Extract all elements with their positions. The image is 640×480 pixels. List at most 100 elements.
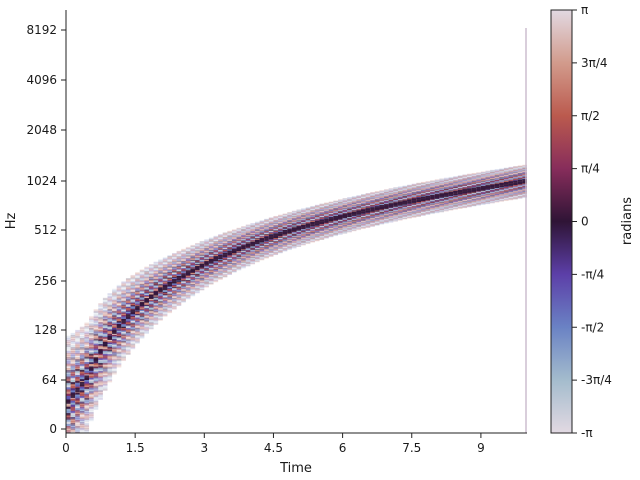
heatmap-cell [278, 245, 283, 247]
heatmap-cell [153, 269, 159, 272]
heatmap-cell [314, 210, 320, 212]
heatmap-cell [84, 424, 90, 428]
heatmap-cell [75, 335, 80, 339]
heatmap-cell [236, 236, 242, 238]
heatmap-cell [144, 279, 149, 282]
heatmap-cell [287, 217, 292, 219]
heatmap-cell [158, 312, 163, 314]
heatmap-cell [158, 318, 163, 320]
heatmap-cell [218, 241, 223, 243]
heatmap-cell [172, 259, 177, 261]
heatmap-cell [374, 197, 380, 199]
heatmap-cell [139, 280, 145, 283]
heatmap-cell [351, 223, 357, 226]
heatmap-cell [287, 224, 292, 226]
heatmap-cell [213, 279, 219, 281]
heatmap-cell [89, 327, 94, 331]
heatmap-cell [84, 365, 90, 369]
heatmap-cell [135, 314, 140, 316]
heatmap-cell [190, 254, 196, 256]
heatmap-cell [420, 209, 426, 211]
heatmap-cell [241, 236, 246, 238]
heatmap-cell [208, 242, 214, 244]
heatmap-cell [112, 312, 117, 315]
heatmap-cell [148, 282, 154, 284]
heatmap-cell [370, 197, 375, 199]
heatmap-cell [250, 226, 256, 228]
heatmap-cell [144, 286, 149, 288]
heatmap-cell [213, 280, 219, 283]
heatmap-cell [158, 275, 163, 277]
heatmap-cell [107, 323, 113, 326]
heatmap-cell [337, 199, 343, 201]
heatmap-cell [102, 361, 108, 364]
heatmap-cell [264, 228, 269, 230]
heatmap-cell [245, 255, 251, 257]
heatmap-cell [231, 260, 237, 263]
heatmap-cell [172, 254, 177, 257]
heatmap-cell [213, 273, 219, 275]
heatmap-cell [268, 218, 274, 220]
heatmap-cell [402, 186, 408, 188]
heatmap-cell [402, 212, 408, 214]
heatmap-cell [218, 278, 223, 280]
heatmap-cell [135, 329, 140, 331]
heatmap-cell [264, 221, 269, 223]
heatmap-cell [102, 373, 108, 376]
heatmap-cell [93, 383, 99, 386]
heatmap-cell [227, 238, 232, 240]
heatmap-cell [84, 413, 90, 417]
heatmap-cell [342, 203, 348, 206]
heatmap-cell [130, 278, 136, 281]
heatmap-cell [227, 272, 232, 275]
heatmap-cell [278, 217, 283, 219]
heatmap-cell [172, 270, 177, 272]
heatmap-cell [227, 232, 232, 235]
heatmap-cell [319, 209, 325, 211]
heatmap-cell [66, 463, 71, 466]
heatmap-cell [361, 196, 366, 198]
heatmap-cell [148, 280, 154, 282]
heatmap-cell [222, 247, 228, 250]
heatmap-cell [148, 270, 154, 273]
heatmap-cell [213, 260, 219, 262]
heatmap-cell [79, 416, 85, 420]
heatmap-cell [121, 356, 126, 359]
heatmap-cell [158, 282, 163, 284]
heatmap-cell [190, 259, 196, 262]
heatmap-cell [130, 282, 136, 284]
heatmap-cell [89, 345, 94, 348]
heatmap-cell [296, 239, 302, 241]
heatmap-cell [66, 355, 71, 358]
heatmap-cell [255, 221, 260, 223]
heatmap-cell [98, 307, 103, 311]
heatmap-cell [139, 333, 145, 336]
heatmap-cell [393, 219, 398, 222]
heatmap-cell [268, 229, 274, 231]
heatmap-cell [71, 435, 76, 438]
heatmap-cell [185, 260, 191, 262]
heatmap-cell [213, 271, 219, 274]
heatmap-cell [66, 352, 71, 356]
heatmap-cell [282, 242, 288, 244]
heatmap-cell [301, 232, 306, 234]
heatmap-cell [70, 341, 76, 344]
heatmap-cell [125, 294, 131, 297]
heatmap-cell [112, 337, 117, 340]
heatmap-cell [93, 387, 99, 391]
heatmap-cell [181, 250, 186, 253]
heatmap-cell [241, 229, 246, 231]
heatmap-cell [273, 251, 279, 253]
heatmap-cell [112, 316, 117, 319]
heatmap-cell [347, 201, 352, 203]
heatmap-cell [125, 306, 131, 309]
heatmap-cell [144, 323, 149, 326]
heatmap-cell [430, 186, 435, 188]
heatmap-cell [218, 277, 223, 280]
heatmap-cell [84, 421, 90, 424]
chirp-ridge-cell [411, 198, 417, 203]
heatmap-cell [84, 336, 90, 340]
heatmap-cell [314, 234, 320, 236]
heatmap-cell [374, 192, 380, 194]
heatmap-cell [107, 362, 113, 365]
